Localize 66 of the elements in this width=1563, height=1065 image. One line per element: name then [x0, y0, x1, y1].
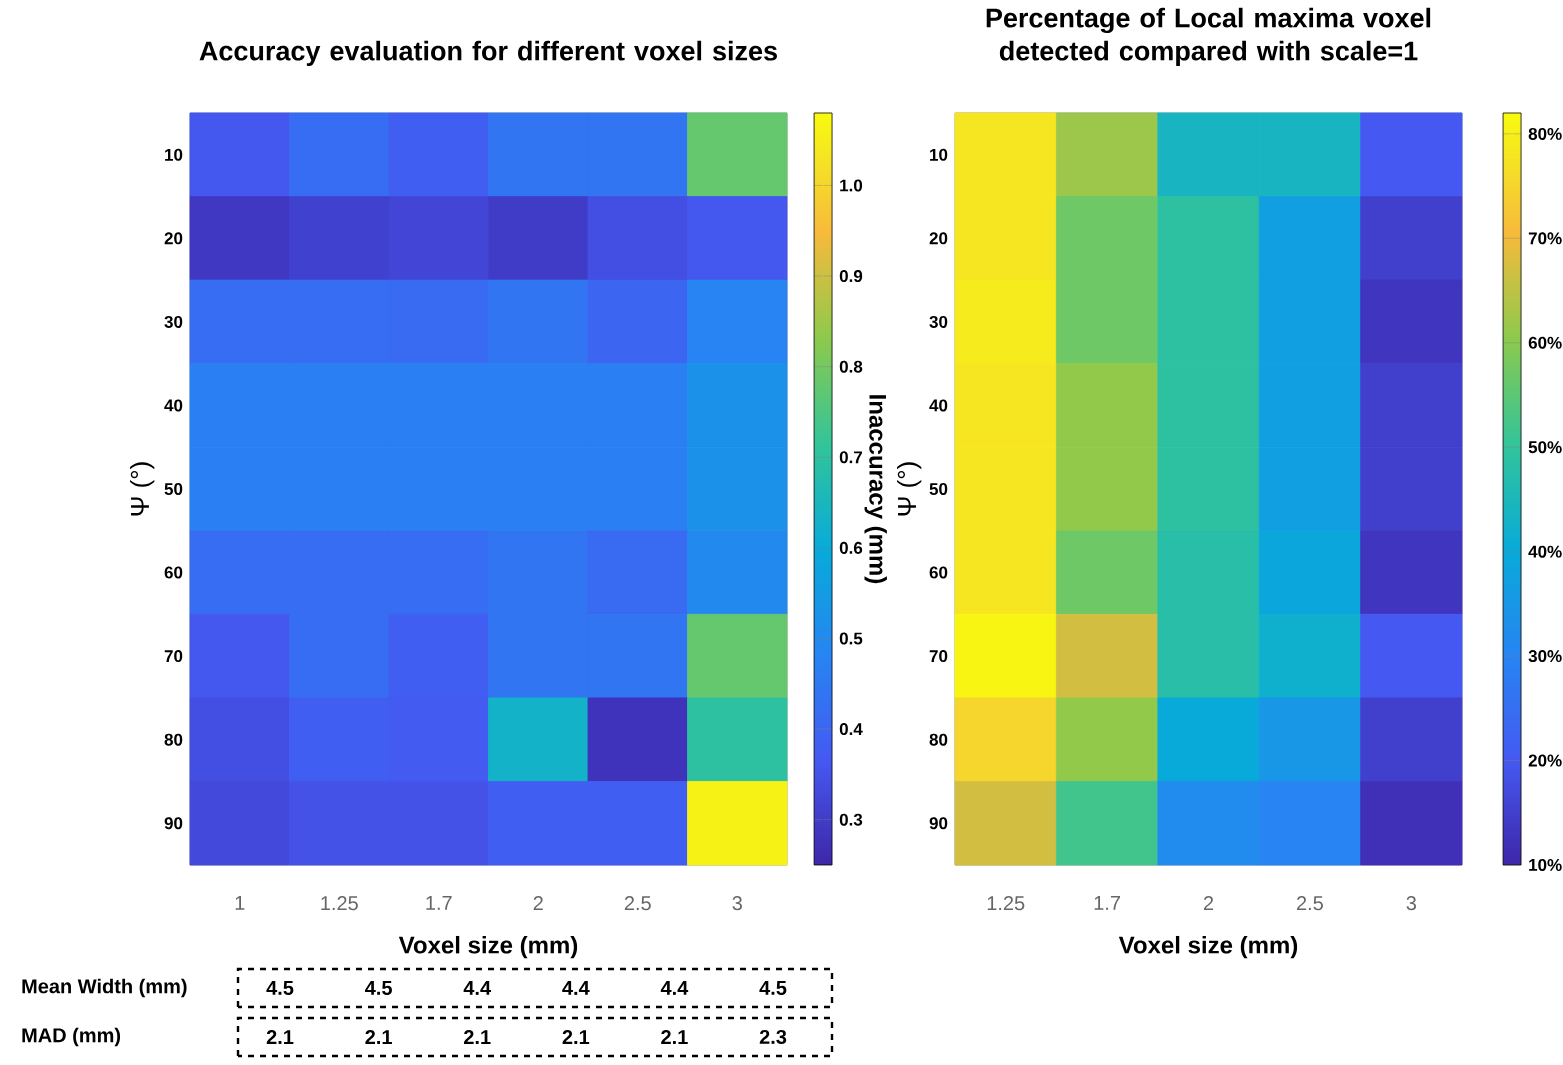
color-bar-label: 30%	[1528, 650, 1562, 663]
x-tick-label: 2.5	[1297, 896, 1323, 911]
color-bar-title: Inaccuracy (mm)	[864, 395, 887, 584]
color-bar-label: 0.3	[839, 813, 863, 826]
x-tick-label: 2.5	[624, 896, 651, 911]
y-tick-label: 80	[164, 733, 183, 746]
color-bar-label: 40%	[1528, 545, 1562, 558]
text: 4.5	[266, 981, 294, 995]
text: 2.1	[266, 1030, 294, 1044]
chart-title: Percentage of Local maxima voxel detected compared with scale=1	[986, 7, 1431, 66]
x-tick-label: 3	[1406, 896, 1416, 911]
color-bar-label: 80%	[1528, 127, 1562, 140]
color-bar-label: 60%	[1528, 336, 1562, 349]
text: 4.4	[463, 981, 491, 995]
color-bar-label: 0.4	[839, 723, 863, 736]
x-tick-label: 2	[1203, 896, 1214, 911]
y-tick-label: 60	[929, 566, 948, 579]
x-tick-label: 1	[235, 896, 245, 910]
y-tick-label: 70	[929, 650, 948, 663]
text: 2.3	[759, 1029, 787, 1045]
y-tick-label: 50	[164, 483, 183, 496]
y-tick-label: 90	[929, 817, 948, 830]
chart-title: Accuracy evaluation for different voxel sizes	[199, 40, 777, 66]
y-axis-title: Ψ (°)	[130, 462, 155, 516]
text: 2.1	[464, 1030, 491, 1044]
x-tick-label: 2	[533, 896, 543, 911]
text: 4.5	[759, 981, 787, 995]
color-bar-label: 0.9	[839, 270, 863, 283]
y-tick-label: 10	[165, 148, 183, 161]
y-tick-label: 60	[164, 566, 183, 579]
x-tick-label: 1.7	[1094, 896, 1121, 910]
y-tick-label: 70	[164, 650, 183, 663]
x-tick-label: 3	[732, 896, 742, 911]
text: 4.5	[365, 981, 392, 995]
text: 2.1	[562, 1030, 590, 1044]
text: Mean Width (mm)	[22, 978, 187, 998]
text: 4.4	[562, 981, 590, 995]
color-bar-label: 0.8	[839, 360, 863, 373]
text: 4.4	[660, 981, 689, 995]
x-tick-label: 1.7	[426, 896, 452, 910]
text: 2.1	[365, 1030, 392, 1044]
y-tick-label: 30	[164, 315, 183, 328]
text: 2.1	[661, 1030, 688, 1044]
x-axis-title: Voxel size (mm)	[1118, 935, 1298, 959]
color-bar-label: 20%	[1528, 754, 1562, 767]
color-bar-label: 70%	[1528, 232, 1562, 245]
color-bar-label: 10%	[1529, 858, 1562, 871]
y-tick-label: 30	[929, 315, 948, 328]
y-tick-label: 90	[164, 817, 183, 830]
y-axis-title: Ψ (°)	[897, 462, 922, 516]
color-bar-label: 1.0	[840, 179, 863, 192]
text: MAD (mm)	[22, 1027, 121, 1047]
y-tick-label: 40	[929, 399, 948, 412]
color-bar-label: 0.6	[839, 541, 863, 554]
color-bar-label: 0.7	[839, 451, 863, 464]
x-axis-title: Voxel size (mm)	[398, 935, 578, 959]
x-tick-label: 1.25	[987, 896, 1025, 911]
y-tick-label: 10	[930, 148, 948, 161]
x-tick-label: 1.25	[321, 896, 358, 911]
y-tick-label: 50	[929, 483, 948, 496]
y-tick-label: 20	[929, 232, 948, 245]
y-tick-label: 80	[929, 733, 948, 746]
y-tick-label: 40	[164, 399, 183, 412]
color-bar-label: 0.5	[839, 632, 863, 645]
color-bar-label: 50%	[1528, 441, 1562, 454]
y-tick-label: 20	[164, 232, 183, 245]
